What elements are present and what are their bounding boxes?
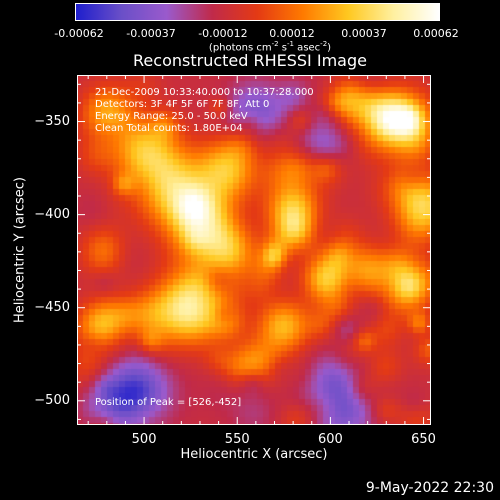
plot-frame — [77, 75, 431, 425]
annotation-peak-position: Position of Peak = [526,-452] — [95, 397, 242, 408]
colorbar-tick-label: 0.00062 — [413, 27, 459, 40]
y-tick-label: −400 — [34, 206, 70, 222]
timestamp-footer: 9-May-2022 22:30 — [365, 480, 494, 496]
x-tick-label: 550 — [224, 432, 250, 447]
annotation-counts: Clean Total counts: 1.80E+04 — [95, 123, 243, 134]
x-axis-label: Heliocentric X (arcsec) — [180, 447, 328, 462]
colorbar-tick-label: -0.00012 — [198, 27, 248, 40]
annotation-time-range: 21-Dec-2009 10:33:40.000 to 10:37:28.000 — [95, 87, 314, 98]
y-tick-label: −500 — [34, 392, 70, 408]
colorbar-tick-label: 0.00012 — [269, 27, 315, 40]
x-tick-label: 600 — [317, 432, 343, 447]
y-tick-label: −450 — [34, 299, 70, 315]
heatmap-plot-area — [77, 75, 431, 425]
colorbar-gradient — [75, 3, 440, 21]
annotation-detectors: Detectors: 3F 4F 5F 6F 7F 8F, Att 0 — [95, 99, 270, 110]
colorbar-tick-label: -0.00037 — [126, 27, 176, 40]
x-tick-label: 650 — [411, 432, 436, 447]
annotation-energy-range: Energy Range: 25.0 - 50.0 keV — [95, 111, 248, 122]
chart-title: Reconstructed RHESSI Image — [133, 51, 367, 70]
y-axis-label: Heliocentric Y (arcsec) — [12, 177, 28, 323]
heatmap-canvas — [77, 75, 431, 425]
x-tick-label: 500 — [131, 432, 157, 447]
colorbar-tick-label: -0.00062 — [54, 27, 104, 40]
colorbar-unit-label: (photons cm-2 s-1 asec-2) — [208, 40, 332, 54]
colorbar-tick-label: 0.00037 — [341, 27, 387, 40]
axis-tick-marks — [77, 75, 431, 425]
y-tick-label: −350 — [34, 113, 70, 129]
